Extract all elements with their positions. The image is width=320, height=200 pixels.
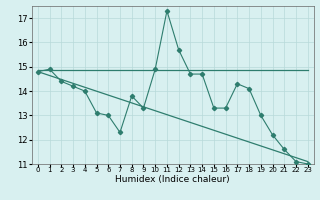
X-axis label: Humidex (Indice chaleur): Humidex (Indice chaleur) [116,175,230,184]
